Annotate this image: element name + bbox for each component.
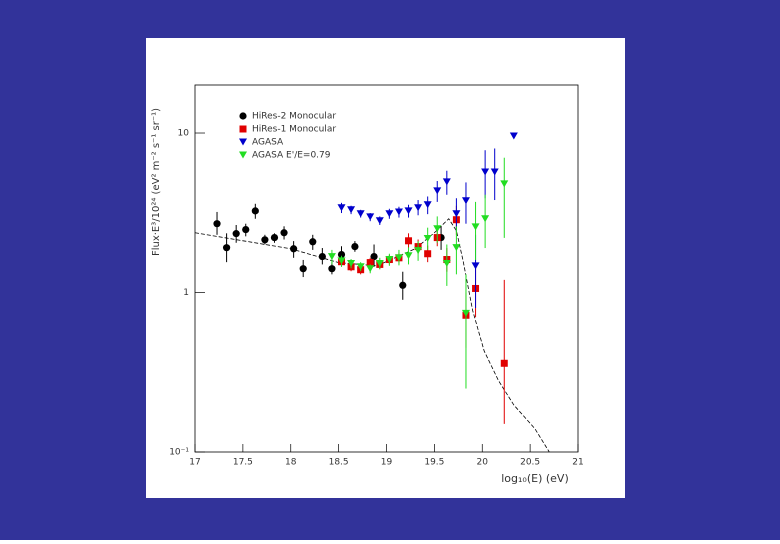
data-point bbox=[423, 201, 432, 209]
data-point bbox=[423, 235, 432, 243]
legend-marker bbox=[239, 125, 247, 133]
data-point bbox=[347, 206, 356, 214]
data-point bbox=[433, 187, 442, 195]
data-point bbox=[251, 207, 259, 215]
data-point bbox=[280, 229, 288, 237]
data-point bbox=[375, 260, 384, 268]
data-point bbox=[242, 225, 250, 234]
data-point bbox=[370, 252, 378, 261]
x-tick-label: 17 bbox=[189, 458, 200, 468]
data-point bbox=[366, 213, 375, 221]
x-tick-label: 19 bbox=[381, 458, 393, 468]
data-point bbox=[385, 256, 394, 264]
data-point bbox=[337, 204, 346, 212]
panel bbox=[146, 38, 625, 498]
y-tick-label: 10 bbox=[178, 129, 190, 139]
data-point bbox=[442, 260, 451, 268]
data-point bbox=[290, 245, 298, 253]
legend-marker bbox=[239, 138, 247, 146]
data-point bbox=[366, 259, 374, 267]
data-point bbox=[213, 220, 221, 228]
data-point bbox=[490, 168, 499, 176]
data-point bbox=[500, 359, 508, 367]
data-point bbox=[442, 178, 451, 186]
legend-marker bbox=[239, 112, 247, 120]
data-point bbox=[414, 204, 423, 212]
x-tick-label: 18.5 bbox=[329, 458, 349, 468]
data-point bbox=[261, 236, 269, 244]
data-point bbox=[351, 243, 359, 251]
legend-label: HiRes-2 Monocular bbox=[252, 112, 336, 122]
data-point bbox=[452, 210, 461, 218]
legend-label: AGASA bbox=[252, 138, 284, 148]
data-point bbox=[270, 233, 279, 242]
data-point bbox=[366, 265, 375, 273]
data-point bbox=[337, 257, 346, 265]
x-tick-label: 19.5 bbox=[424, 458, 444, 468]
data-point bbox=[500, 180, 509, 188]
data-point bbox=[452, 244, 461, 252]
y-tick-label: 1 bbox=[183, 288, 189, 298]
data-point bbox=[424, 250, 432, 258]
data-point bbox=[232, 230, 240, 238]
data-point bbox=[471, 262, 480, 270]
y-axis-label: Flux·E³/10²⁴ (eV² m⁻² s⁻¹ sr⁻¹) bbox=[151, 108, 162, 256]
data-point bbox=[299, 265, 307, 273]
x-tick-label: 21 bbox=[572, 458, 583, 468]
data-point bbox=[309, 238, 317, 246]
data-point bbox=[509, 132, 518, 140]
data-point bbox=[433, 225, 442, 233]
data-point bbox=[337, 250, 346, 259]
data-point bbox=[327, 253, 336, 261]
data-point bbox=[481, 168, 490, 176]
y-tick-label: 10⁻¹ bbox=[169, 448, 189, 458]
x-axis-label: log₁₀(E) (eV) bbox=[501, 472, 569, 485]
data-point bbox=[404, 252, 413, 260]
data-point bbox=[405, 237, 413, 245]
data-point bbox=[471, 223, 480, 231]
data-point bbox=[394, 208, 403, 216]
data-point bbox=[394, 254, 403, 262]
data-point bbox=[318, 252, 326, 261]
data-point bbox=[375, 217, 384, 225]
data-point bbox=[385, 210, 394, 218]
data-point bbox=[356, 263, 365, 271]
legend-label: AGASA E'/E=0.79 bbox=[252, 151, 331, 161]
x-tick-label: 20.5 bbox=[520, 458, 540, 468]
data-point bbox=[356, 210, 365, 218]
legend-marker bbox=[239, 151, 247, 159]
x-tick-label: 18 bbox=[285, 458, 297, 468]
data-point bbox=[461, 309, 470, 317]
legend-label: HiRes-1 Monocular bbox=[252, 125, 336, 135]
data-point bbox=[222, 244, 231, 252]
data-point bbox=[399, 281, 407, 289]
data-point bbox=[461, 197, 470, 205]
x-tick-label: 17.5 bbox=[233, 458, 253, 468]
data-point bbox=[481, 215, 490, 223]
x-tick-label: 20 bbox=[477, 458, 489, 468]
data-point bbox=[347, 260, 356, 268]
data-point bbox=[328, 265, 336, 273]
data-point bbox=[414, 247, 423, 255]
data-point bbox=[404, 207, 413, 215]
